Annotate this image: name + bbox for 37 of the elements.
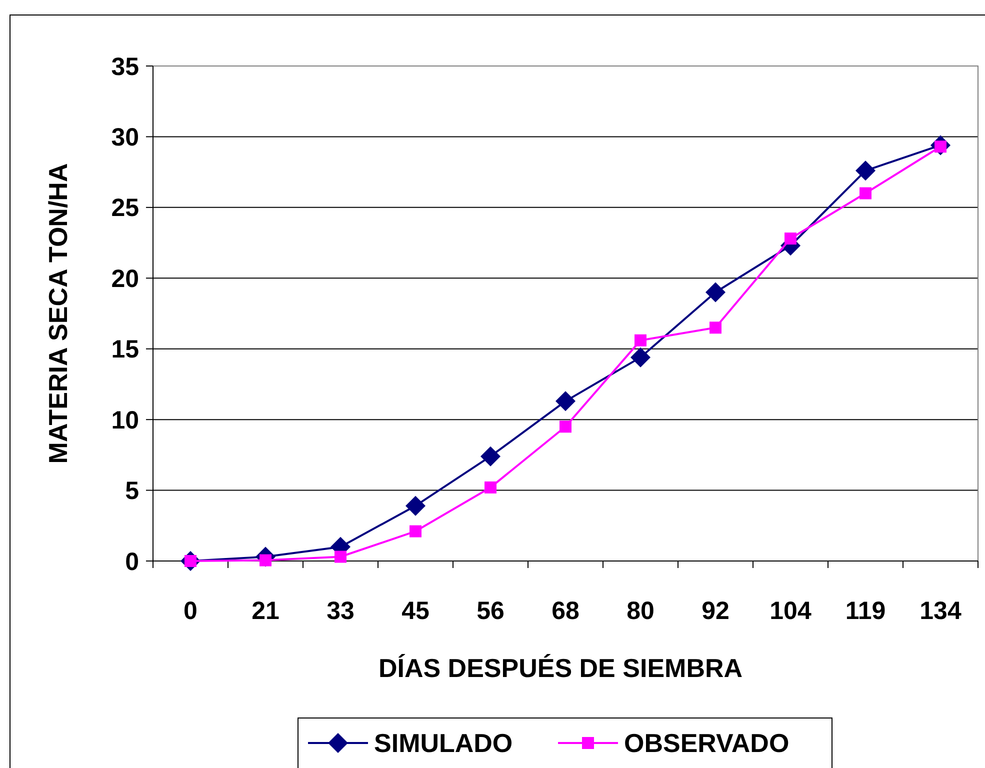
point — [480, 446, 500, 466]
point — [406, 496, 426, 516]
point — [856, 160, 876, 181]
point — [706, 282, 726, 302]
point — [784, 232, 796, 245]
x-tick-label: 80 — [626, 597, 654, 625]
point — [710, 322, 722, 334]
y-tick-label: 15 — [111, 336, 140, 364]
y-tick-label: 25 — [111, 194, 140, 222]
x-tick-label: 0 — [184, 597, 198, 625]
y-tick-label: 10 — [111, 406, 139, 434]
y-axis-title: MATERIA SECA TON/HA — [43, 163, 73, 464]
point — [484, 481, 496, 494]
y-tick-label: 20 — [111, 264, 139, 293]
y-tick-label: 35 — [111, 52, 140, 81]
point — [630, 347, 650, 368]
point — [556, 391, 576, 412]
x-tick-label: 33 — [326, 597, 354, 625]
x-tick-label: 104 — [770, 597, 812, 625]
y-tick-label: 0 — [125, 548, 139, 576]
y-tick-label: 5 — [125, 477, 140, 506]
x-tick-label: 45 — [402, 597, 430, 625]
point — [560, 420, 572, 433]
x-tick-label: 92 — [702, 597, 730, 625]
legend-label: SIMULADO — [374, 728, 513, 758]
point — [334, 550, 346, 563]
y-tick-label: 30 — [111, 123, 139, 152]
point — [634, 334, 646, 346]
legend-label: OBSERVADO — [624, 728, 790, 758]
x-tick-label: 134 — [920, 597, 962, 625]
x-tick-label: 68 — [552, 597, 580, 625]
x-tick-label: 119 — [845, 597, 886, 625]
x-tick-label: 56 — [476, 597, 504, 625]
x-tick-label: 21 — [252, 597, 280, 625]
point — [410, 525, 422, 538]
x-axis-title: DÍAS DESPUÉS DE SIEMBRA — [378, 653, 743, 683]
point — [860, 187, 872, 200]
